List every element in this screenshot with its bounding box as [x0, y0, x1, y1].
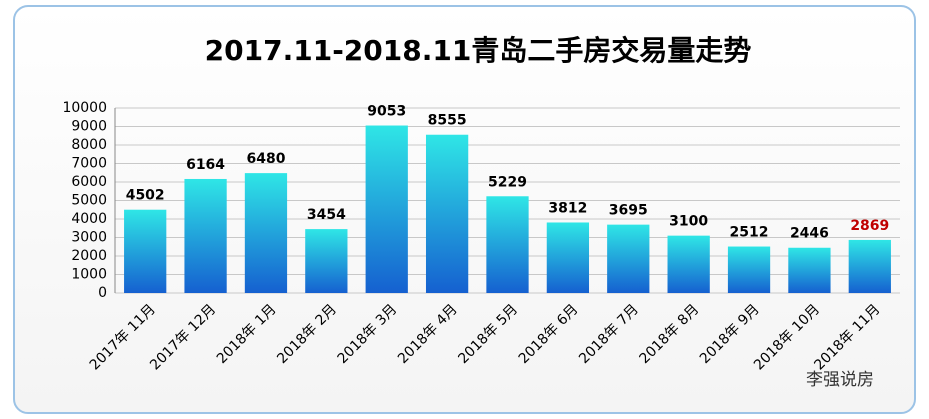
value-label: 9053 — [367, 104, 406, 120]
value-label: 4502 — [126, 188, 165, 204]
bar — [365, 125, 408, 293]
y-tick-label: 8000 — [71, 137, 107, 153]
bar — [425, 134, 469, 293]
chart-title: 2017.11-2018.11青岛二手房交易量走势 — [205, 34, 752, 67]
value-label: 3100 — [669, 214, 708, 230]
bar — [124, 209, 167, 293]
value-label: 2512 — [730, 225, 769, 241]
value-label: 5229 — [488, 174, 527, 190]
value-label: 3454 — [307, 207, 346, 223]
bar — [244, 173, 288, 293]
y-tick-label: 6000 — [71, 174, 107, 190]
y-tick-label: 2000 — [71, 248, 107, 264]
bar — [546, 222, 590, 293]
value-label: 3812 — [548, 200, 587, 216]
y-tick-label: 0 — [98, 285, 107, 301]
y-tick-label: 7000 — [71, 156, 107, 172]
bar — [184, 178, 227, 293]
y-tick-label: 4000 — [71, 211, 107, 227]
y-tick-label: 10000 — [62, 100, 107, 116]
value-label: 2869 — [850, 218, 889, 234]
bar — [305, 229, 348, 293]
value-label: 8555 — [428, 113, 467, 129]
bar — [788, 247, 831, 293]
bar — [486, 196, 529, 293]
y-tick-label: 1000 — [71, 267, 107, 283]
watermark: 李强说房 — [806, 370, 874, 390]
y-tick-label: 5000 — [71, 193, 107, 209]
bar — [848, 239, 891, 293]
bar — [667, 235, 710, 293]
y-tick-label: 3000 — [71, 230, 107, 246]
bar — [727, 246, 771, 293]
value-label: 2446 — [790, 226, 829, 242]
bar — [607, 224, 650, 293]
value-label: 6480 — [246, 151, 285, 167]
value-label: 6164 — [186, 157, 225, 173]
y-tick-label: 9000 — [71, 119, 107, 135]
value-label: 3695 — [609, 203, 648, 219]
